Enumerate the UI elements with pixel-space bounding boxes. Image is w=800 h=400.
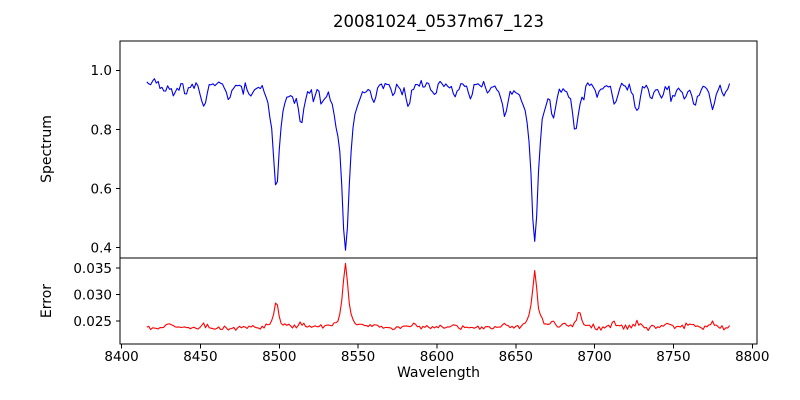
spectrum-axes-box — [119, 40, 758, 259]
spectrum-y-tick-label: 1.0 — [91, 63, 112, 79]
error-line — [146, 262, 731, 331]
error-y-tick-label: 0.035 — [73, 261, 112, 277]
x-tick-label: 8400 — [104, 349, 138, 365]
x-tick-label: 8750 — [656, 349, 690, 365]
x-tick-label: 8800 — [735, 349, 769, 365]
x-tick-label: 8500 — [262, 349, 296, 365]
error-y-tick-label: 0.025 — [73, 314, 112, 330]
x-axis-label: Wavelength — [396, 365, 481, 381]
x-tick-label: 8550 — [341, 349, 375, 365]
x-tick-label: 8450 — [183, 349, 217, 365]
x-tick-label: 8600 — [420, 349, 454, 365]
spectrum-y-tick-label: 0.8 — [91, 122, 112, 138]
spectrum-line — [146, 78, 731, 251]
x-tick-label: 8700 — [577, 349, 611, 365]
x-tick-label: 8650 — [499, 349, 533, 365]
error-y-tick-label: 0.030 — [73, 287, 112, 303]
error-axes-box — [119, 257, 758, 345]
chart-title: 20081024_0537m67_123 — [332, 12, 545, 31]
spectrum-y-tick-label: 0.4 — [91, 240, 112, 256]
spectrum-y-tick-label: 0.6 — [91, 181, 112, 197]
